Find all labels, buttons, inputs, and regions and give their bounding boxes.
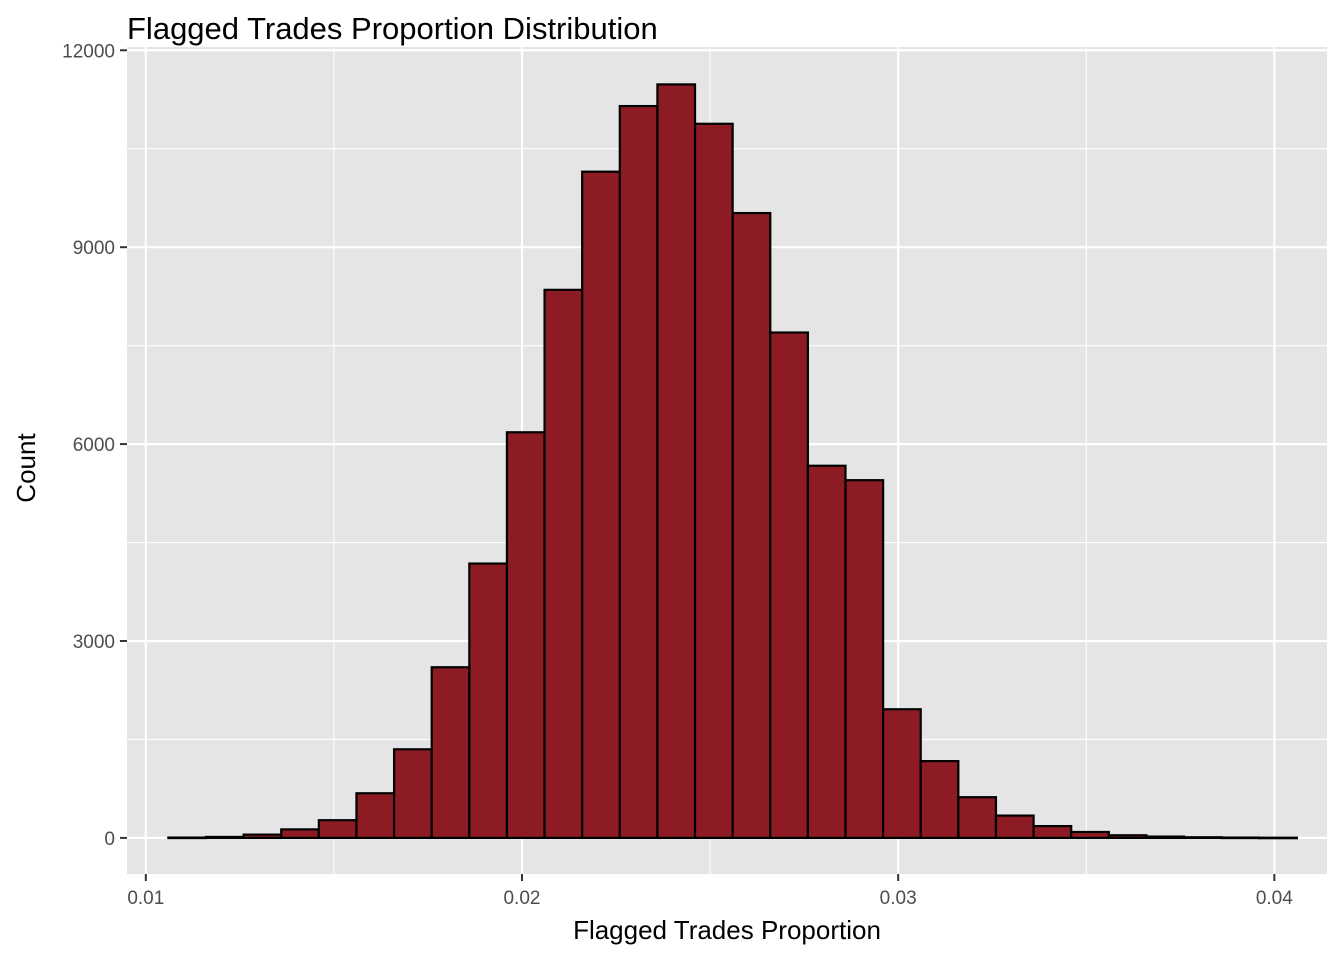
histogram-bar	[882, 708, 922, 840]
y-tick-label: 0	[104, 829, 115, 850]
histogram-bar	[957, 796, 998, 840]
y-tick-label: 3000	[73, 632, 115, 653]
histogram-bar	[731, 211, 772, 840]
y-tick-label: 9000	[73, 238, 115, 259]
histogram-bar	[430, 666, 471, 840]
y-tick-label: 6000	[73, 435, 115, 456]
histogram-bar	[204, 835, 245, 840]
histogram-bar	[1220, 836, 1261, 840]
axes: 0.01 0.02 0.03 0.04 0 3000 6000 9000 12000	[62, 41, 1293, 909]
histogram-bar	[280, 828, 320, 840]
histogram-bar	[317, 819, 358, 840]
histogram-bar	[468, 562, 509, 840]
histogram-bar	[656, 83, 697, 840]
histogram-bar	[167, 836, 208, 840]
histogram-bars	[167, 83, 1299, 840]
x-tick-label: 0.01	[127, 888, 164, 909]
histogram-bar	[693, 122, 734, 840]
histogram-bar	[1070, 830, 1110, 840]
histogram-bar	[242, 833, 283, 840]
chart-title: Flagged Trades Proportion Distribution	[127, 11, 658, 46]
x-axis-title: Flagged Trades Proportion	[573, 915, 881, 945]
histogram-bar	[1107, 834, 1148, 840]
histogram-bar	[581, 170, 621, 840]
histogram-bar	[769, 331, 809, 840]
histogram-bar	[919, 760, 960, 840]
histogram-bar	[1145, 835, 1186, 840]
y-axis-title: Count	[11, 433, 41, 503]
x-tick-label: 0.04	[1256, 888, 1293, 909]
histogram-bar	[392, 748, 433, 840]
histogram-bar	[618, 104, 659, 840]
histogram-bar	[1032, 824, 1073, 840]
histogram-bar	[1182, 836, 1223, 840]
histogram-bar	[994, 814, 1035, 840]
x-tick-label: 0.03	[880, 888, 917, 909]
histogram-bar	[844, 479, 885, 840]
x-tick-label: 0.02	[503, 888, 540, 909]
histogram-bar	[355, 792, 396, 840]
y-tick-label: 12000	[62, 41, 115, 62]
histogram-bar	[505, 431, 546, 840]
histogram-bar	[543, 288, 584, 840]
histogram-bar	[806, 464, 847, 840]
histogram-bar	[1258, 836, 1299, 840]
